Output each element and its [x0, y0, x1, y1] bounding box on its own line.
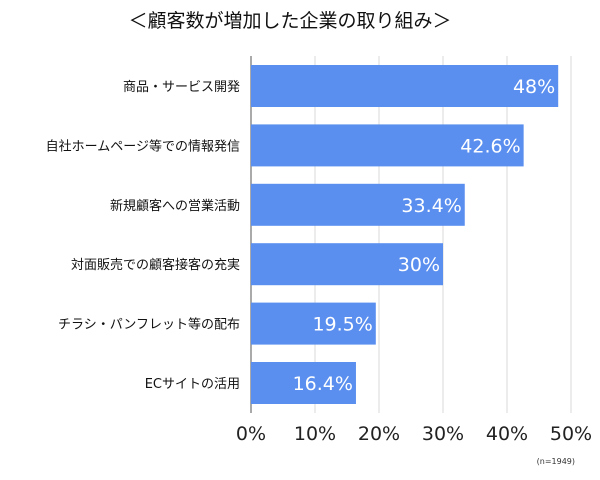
gridlines: [250, 56, 572, 413]
bars: 48% 42.6% 33.4% 30% 19.5% 16.4%: [251, 65, 559, 404]
category-label: 対面販売での顧客接客の充実: [71, 257, 240, 273]
bar-value-label: 30%: [398, 254, 440, 276]
sample-size-note: (n=1949): [537, 457, 575, 466]
bar: [251, 302, 376, 345]
bar: [251, 65, 559, 107]
x-tick-label: 10%: [294, 423, 336, 445]
bar: [251, 124, 524, 167]
x-tick-label: 0%: [236, 423, 266, 445]
category-label: チラシ・パンフレット等の配布: [58, 317, 240, 333]
x-axis-tick-labels: 0% 10% 20% 30% 40% 50%: [236, 423, 592, 445]
x-tick-label: 50%: [550, 423, 592, 445]
x-tick-label: 20%: [358, 423, 400, 445]
x-tick-label: 40%: [486, 423, 528, 445]
x-tick-label: 30%: [422, 423, 464, 445]
category-label: 新規顧客への営業活動: [110, 198, 240, 214]
category-label: ECサイトの活用: [145, 377, 240, 392]
category-labels: 商品・サービス開発自社ホームページ等での情報発信新規顧客への営業活動対面販売での…: [46, 80, 240, 392]
chart-title: ＜顧客数が増加した企業の取り組み＞: [128, 10, 451, 32]
bar-value-label: 16.4%: [293, 373, 353, 395]
category-label: 自社ホームページ等での情報発信: [46, 138, 240, 154]
category-label: 商品・サービス開発: [123, 80, 240, 95]
bar-value-label: 33.4%: [401, 195, 461, 217]
bar-value-label: 48%: [513, 76, 555, 98]
bar-value-label: 19.5%: [312, 314, 372, 336]
bar: [251, 183, 465, 226]
bar-value-label: 42.6%: [460, 135, 520, 157]
bar: [251, 243, 443, 286]
bar: [251, 362, 356, 404]
